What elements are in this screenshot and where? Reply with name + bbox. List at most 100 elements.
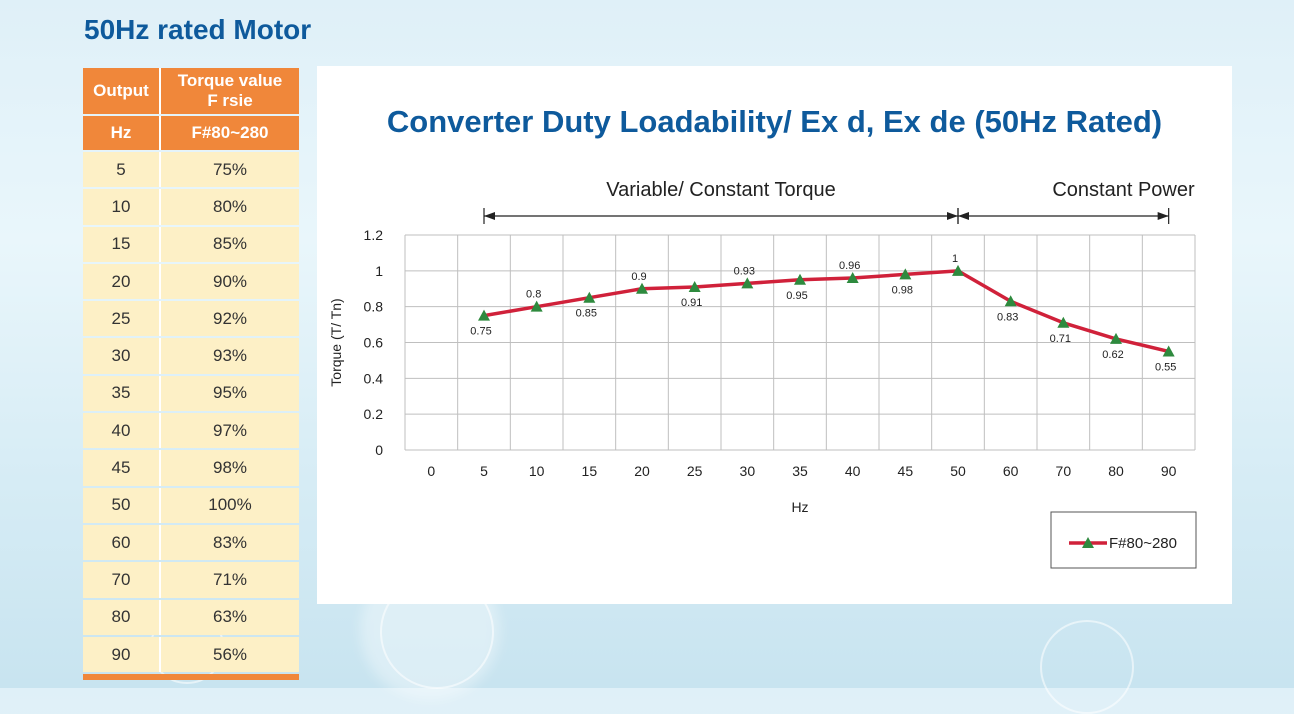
output-hz-cell: 20	[83, 263, 161, 300]
data-label: 0.75	[470, 326, 491, 338]
data-label: 0.95	[786, 290, 807, 302]
data-label: 1	[952, 253, 958, 265]
x-tick-label: 35	[792, 463, 808, 479]
table-row: 90 56%	[83, 636, 299, 673]
table-row: 30 93%	[83, 338, 299, 374]
output-hz-cell: 25	[83, 301, 161, 337]
chart-panel: Converter Duty Loadability/ Ex d, Ex de …	[317, 66, 1232, 604]
output-hz-cell: 10	[83, 189, 161, 225]
x-tick-label: 15	[582, 463, 598, 479]
table-row: 70 71%	[83, 562, 299, 598]
table-row: 40 97%	[83, 413, 299, 449]
output-hz-cell: 80	[83, 599, 161, 635]
data-point-marker	[1162, 345, 1175, 357]
data-point-marker	[688, 280, 701, 292]
region-arrowhead-right	[947, 212, 958, 220]
torque-value-cell: 100%	[161, 487, 299, 523]
x-tick-label: 20	[634, 463, 650, 479]
output-hz-cell: 35	[83, 375, 161, 412]
y-tick-label: 1	[375, 263, 383, 279]
chart-title: Converter Duty Loadability/ Ex d, Ex de …	[386, 104, 1163, 139]
table-row: 80 63%	[83, 599, 299, 635]
torque-value-cell: 80%	[161, 189, 299, 225]
data-point-marker	[952, 264, 964, 276]
torque-value-cell: 95%	[161, 375, 299, 412]
y-tick-label: 1.2	[364, 227, 384, 243]
page-title: 50Hz rated Motor	[84, 14, 312, 45]
table-row: 35 95%	[83, 375, 299, 412]
torque-value-cell: 63%	[161, 599, 299, 635]
table-row: 60 83%	[83, 524, 299, 561]
table-row: 20 90%	[83, 263, 299, 300]
table-row: 50 100%	[83, 487, 299, 523]
torque-value-cell: 97%	[161, 413, 299, 449]
y-tick-label: 0.8	[364, 299, 384, 315]
data-label: 0.96	[839, 260, 860, 272]
torque-value-cell: 75%	[161, 152, 299, 188]
torque-value-cell: 83%	[161, 524, 299, 561]
data-point-marker	[794, 273, 806, 285]
torque-table: Output Torque value F rsie Hz F#80~280 5…	[83, 66, 299, 681]
table-row: 5 75%	[83, 152, 299, 188]
torque-header-line2: F rsie	[207, 91, 253, 110]
output-hz-cell: 90	[83, 636, 161, 673]
data-label: 0.55	[1155, 361, 1176, 373]
data-label: 0.85	[576, 308, 597, 320]
torque-value-cell: 92%	[161, 301, 299, 337]
legend-box	[1050, 511, 1197, 569]
output-hz-cell: 15	[83, 226, 161, 262]
data-label: 0.83	[997, 311, 1018, 323]
table-body: 5 75% 10 80% 15 85% 20 90% 25 92% 30 93% 35 95% 40 97% 4…	[83, 152, 299, 673]
x-tick-label: 60	[1003, 463, 1019, 479]
output-hz-cell: 5	[83, 152, 161, 188]
data-point-marker	[636, 282, 648, 294]
unit-header: Hz	[83, 116, 161, 150]
x-tick-label: 5	[480, 463, 488, 479]
region-label: Constant Power	[1052, 179, 1195, 201]
output-hz-cell: 30	[83, 338, 161, 374]
x-tick-label: 90	[1161, 463, 1177, 479]
output-header: Output	[83, 68, 161, 114]
region-arrowhead-right	[1157, 212, 1169, 220]
torque-value-cell: 85%	[161, 226, 299, 262]
torque-header-line1: Torque value	[177, 71, 283, 90]
data-label: 0.98	[892, 284, 913, 296]
data-point-marker	[583, 291, 596, 303]
torque-value-cell: 93%	[161, 338, 299, 374]
data-point-marker	[530, 300, 543, 312]
x-tick-label: 80	[1108, 463, 1124, 479]
data-point-marker	[1004, 295, 1017, 307]
output-hz-cell: 70	[83, 562, 161, 598]
data-point-marker	[478, 309, 490, 321]
x-tick-label: 45	[898, 463, 914, 479]
data-label: 0.62	[1102, 349, 1123, 361]
region-arrowhead-left	[958, 212, 969, 220]
data-point-marker	[1057, 316, 1070, 328]
output-hz-cell: 45	[83, 450, 161, 486]
background-circle	[1040, 620, 1134, 714]
x-tick-label: 0	[427, 463, 435, 479]
series-header: F#80~280	[161, 116, 299, 150]
data-point-marker	[1110, 332, 1122, 344]
x-tick-label: 40	[845, 463, 861, 479]
y-axis-label: Torque (T/ Tn)	[328, 298, 344, 386]
y-tick-label: 0.6	[364, 335, 384, 351]
data-label: 0.71	[1050, 333, 1071, 345]
torque-value-cell: 56%	[161, 636, 299, 673]
x-tick-label: 25	[687, 463, 703, 479]
y-tick-label: 0	[375, 442, 383, 458]
torque-header: Torque value F rsie	[161, 68, 299, 114]
region-label: Variable/ Constant Torque	[606, 179, 835, 201]
legend-marker	[1082, 537, 1094, 548]
table-row: 10 80%	[83, 189, 299, 225]
data-point-marker	[846, 272, 859, 283]
torque-value-cell: 90%	[161, 263, 299, 300]
region-arrowhead-left	[484, 212, 495, 220]
y-tick-label: 0.2	[364, 406, 384, 422]
x-tick-label: 50	[950, 463, 966, 479]
output-hz-cell: 50	[83, 487, 161, 523]
table-row: 25 92%	[83, 301, 299, 337]
output-hz-cell: 60	[83, 524, 161, 561]
x-axis-label: Hz	[791, 499, 808, 515]
data-label: 0.93	[734, 265, 755, 277]
